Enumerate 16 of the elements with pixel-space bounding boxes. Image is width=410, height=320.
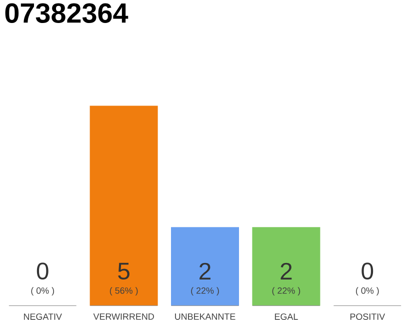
annotation: 0 — [36, 262, 48, 280]
x-tick-label: POSITIV — [350, 313, 386, 320]
x-tick-label: EGAL — [274, 313, 298, 320]
annotation: 0 — [362, 262, 374, 280]
chart-title: 07382364 — [5, 3, 128, 23]
x-tick-label: UNBEKANNTE — [175, 313, 236, 320]
data-label: ( 0% ) — [31, 287, 54, 296]
x-tick-label: NEGATIV — [24, 313, 62, 320]
data-label: ( 22% ) — [272, 287, 300, 296]
data-label: ( 22% ) — [191, 287, 219, 296]
x-tick-label: VERWIRREND — [93, 313, 154, 320]
annotation: 2 — [280, 262, 292, 280]
data-label: ( 56% ) — [110, 287, 138, 296]
data-label: ( 0% ) — [356, 287, 379, 296]
annotation: 5 — [118, 262, 130, 280]
annotation: 2 — [200, 262, 210, 280]
